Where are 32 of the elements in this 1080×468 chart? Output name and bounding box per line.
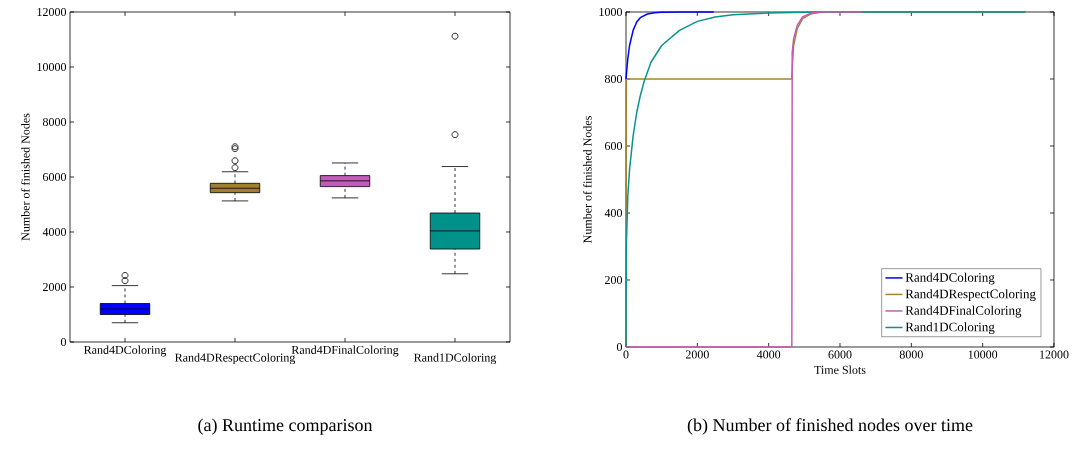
x-tick-label: 2000 bbox=[685, 350, 709, 359]
x-tick-label: Rand4DColoring bbox=[84, 345, 167, 357]
text: (b) Number of finished nodes over time bbox=[687, 418, 973, 435]
y-axis-title: Number of finished Nodes bbox=[583, 116, 592, 243]
y-tick-label: 400 bbox=[604, 208, 622, 218]
x-tick-label: Rand1DColoring bbox=[414, 353, 497, 365]
line-series bbox=[625, 11, 863, 348]
x-tick-label: 0 bbox=[623, 350, 629, 359]
y-axis-title: Number of finished Nodes bbox=[21, 113, 30, 241]
y-tick-label: 6000 bbox=[43, 172, 67, 182]
text: (a) Runtime comparison bbox=[198, 418, 373, 435]
y-tick-label: 8000 bbox=[42, 117, 67, 127]
legend-label: Rand4DColoring bbox=[905, 272, 995, 285]
x-tick-label: 6000 bbox=[828, 350, 852, 359]
legend-label: Rand4DRespectColoring bbox=[905, 289, 1036, 302]
y-tick-label: 10000 bbox=[37, 62, 67, 72]
x-tick-label: 4000 bbox=[756, 350, 781, 359]
legend-label: Rand4DFinalColoring bbox=[905, 305, 1022, 318]
y-tick-label: 2000 bbox=[43, 282, 67, 292]
legend-label: Rand1DColoring bbox=[905, 322, 995, 335]
x-tick-label: 12000 bbox=[1040, 350, 1069, 359]
line-series bbox=[625, 11, 715, 80]
y-tick-label: 1000 bbox=[599, 7, 623, 17]
x-tick-label: 8000 bbox=[899, 350, 923, 359]
y-tick-label: 0 bbox=[60, 337, 67, 347]
x-axis-title: Time Slots bbox=[814, 365, 866, 374]
y-tick-label: 200 bbox=[605, 275, 622, 285]
y-tick-label: 12000 bbox=[37, 7, 67, 17]
y-tick-label: 800 bbox=[604, 74, 622, 84]
y-tick-label: 600 bbox=[604, 141, 622, 151]
x-tick-label: 10000 bbox=[968, 350, 998, 359]
y-tick-label: 4000 bbox=[42, 227, 67, 237]
